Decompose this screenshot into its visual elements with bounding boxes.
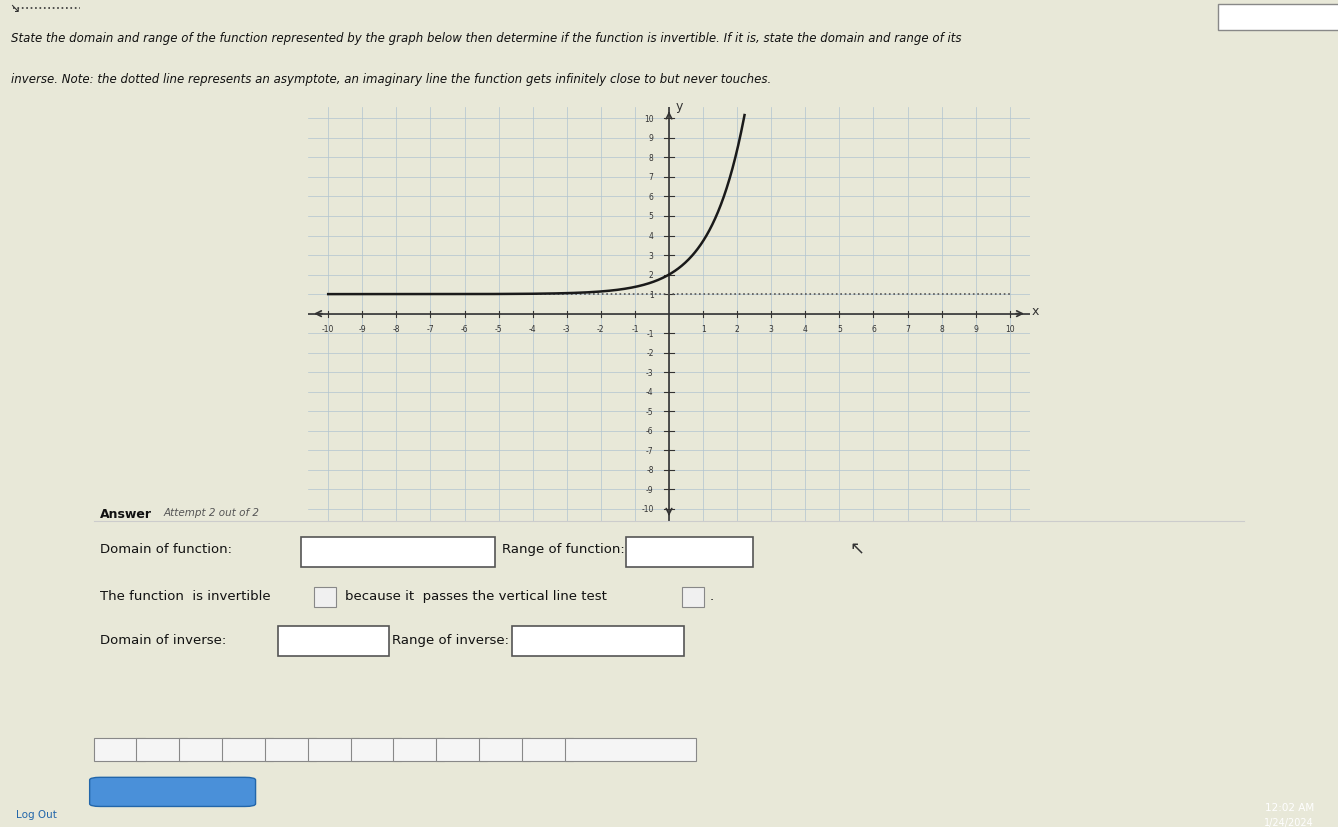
Text: ≤: ≤ — [458, 744, 466, 754]
Text: Submit Answer: Submit Answer — [123, 786, 222, 798]
Text: -9: -9 — [646, 485, 654, 495]
Text: Domain of function:: Domain of function: — [100, 543, 233, 556]
Text: 2: 2 — [735, 325, 740, 334]
FancyBboxPatch shape — [522, 738, 573, 761]
FancyBboxPatch shape — [314, 587, 336, 607]
Text: -7: -7 — [646, 447, 654, 456]
FancyBboxPatch shape — [179, 738, 230, 761]
FancyBboxPatch shape — [682, 587, 704, 607]
Text: (1,∞): (1,∞) — [318, 635, 351, 648]
Text: 7: 7 — [904, 325, 910, 334]
FancyBboxPatch shape — [90, 777, 256, 806]
FancyBboxPatch shape — [301, 537, 495, 567]
FancyBboxPatch shape — [436, 738, 487, 761]
Text: -6: -6 — [646, 427, 654, 436]
Text: 10: 10 — [1005, 325, 1014, 334]
Text: -4: -4 — [646, 388, 654, 397]
Text: -6: -6 — [460, 325, 468, 334]
Text: Attempt 2 out of 2: Attempt 2 out of 2 — [163, 508, 260, 518]
Text: Log Out: Log Out — [16, 809, 58, 819]
FancyBboxPatch shape — [222, 738, 273, 761]
Text: -5: -5 — [495, 325, 502, 334]
Text: ≥: ≥ — [500, 744, 508, 754]
Text: 1: 1 — [159, 744, 165, 754]
Text: $\searrow$: $\searrow$ — [7, 2, 20, 15]
Text: ↖: ↖ — [850, 540, 864, 558]
Text: -2: -2 — [597, 325, 605, 334]
Text: -4: -4 — [529, 325, 537, 334]
FancyBboxPatch shape — [136, 738, 187, 761]
Text: 6: 6 — [649, 193, 654, 202]
Text: 1/24/2024: 1/24/2024 — [1264, 817, 1314, 827]
Text: 9: 9 — [649, 134, 654, 143]
Text: (1,∞): (1,∞) — [674, 546, 706, 558]
Text: -3: -3 — [646, 368, 654, 377]
Text: .: . — [709, 589, 713, 602]
Text: U: U — [329, 744, 337, 754]
Text: 8: 8 — [939, 325, 945, 334]
Text: 9: 9 — [973, 325, 978, 334]
FancyBboxPatch shape — [479, 738, 530, 761]
FancyBboxPatch shape — [565, 738, 696, 761]
Text: or: or — [542, 744, 553, 754]
Text: State the domain and range of the function represented by the graph below then d: State the domain and range of the functi… — [11, 32, 961, 45]
Text: 12:02 AM: 12:02 AM — [1264, 801, 1314, 811]
Text: y: y — [676, 100, 682, 113]
Text: -9: -9 — [359, 325, 367, 334]
Text: 10: 10 — [644, 115, 654, 124]
Text: 2: 2 — [649, 270, 654, 280]
Text: -8: -8 — [646, 466, 654, 475]
FancyBboxPatch shape — [94, 738, 145, 761]
Text: v: v — [322, 593, 328, 601]
Text: because it  passes the vertical line test: because it passes the vertical line test — [345, 589, 607, 602]
Text: 8: 8 — [649, 154, 654, 163]
Text: -10: -10 — [641, 504, 654, 514]
Text: <: < — [372, 744, 380, 754]
Text: -5: -5 — [646, 407, 654, 416]
Text: 5: 5 — [838, 325, 842, 334]
Text: 1: 1 — [701, 325, 705, 334]
FancyBboxPatch shape — [512, 626, 684, 657]
Text: All Real Numbers: All Real Numbers — [589, 744, 672, 754]
Text: Answer: Answer — [100, 508, 153, 521]
Text: 4: 4 — [803, 325, 808, 334]
Text: The function  is invertible: The function is invertible — [100, 589, 272, 602]
Text: 1: 1 — [116, 744, 122, 754]
FancyBboxPatch shape — [265, 738, 316, 761]
Text: 4: 4 — [649, 232, 654, 241]
Text: -8: -8 — [392, 325, 400, 334]
Text: 3: 3 — [769, 325, 773, 334]
Text: 7: 7 — [649, 173, 654, 182]
Text: ∞: ∞ — [244, 744, 252, 754]
Text: x: x — [1032, 304, 1040, 318]
Text: Domain of inverse:: Domain of inverse: — [100, 633, 226, 647]
Text: -2: -2 — [646, 349, 654, 358]
Text: -10: -10 — [322, 325, 334, 334]
Text: (-): (-) — [199, 744, 210, 754]
Text: -1: -1 — [646, 329, 654, 338]
Text: 3: 3 — [649, 251, 654, 261]
Text: 5: 5 — [649, 213, 654, 222]
Text: inverse. Note: the dotted line represents an asymptote, an imaginary line the fu: inverse. Note: the dotted line represent… — [11, 73, 771, 86]
Text: v: v — [690, 593, 696, 601]
Text: -1: -1 — [632, 325, 638, 334]
Text: 6: 6 — [871, 325, 876, 334]
Text: All Real Numbers: All Real Numbers — [547, 635, 649, 648]
FancyBboxPatch shape — [351, 738, 401, 761]
FancyBboxPatch shape — [626, 537, 753, 567]
FancyBboxPatch shape — [308, 738, 359, 761]
Text: -3: -3 — [563, 325, 570, 334]
FancyBboxPatch shape — [278, 626, 389, 657]
FancyBboxPatch shape — [1218, 5, 1338, 31]
Text: >: > — [415, 744, 423, 754]
FancyBboxPatch shape — [393, 738, 444, 761]
Text: -7: -7 — [427, 325, 435, 334]
Text: Range of function:: Range of function: — [502, 543, 625, 556]
Text: 1: 1 — [649, 290, 654, 299]
Text: All Real Numbers: All Real Numbers — [348, 546, 450, 558]
Text: 0: 0 — [288, 744, 293, 754]
Text: Range of inverse:: Range of inverse: — [392, 633, 508, 647]
